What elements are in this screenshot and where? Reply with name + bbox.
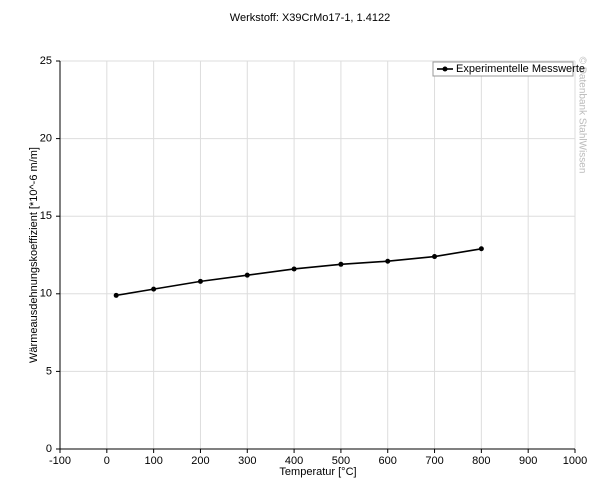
x-tick-label: 400: [285, 455, 303, 467]
data-point: [338, 261, 344, 267]
y-tick-label: 5: [46, 365, 52, 377]
y-tick-label: 20: [40, 133, 52, 145]
y-tick-label: 15: [40, 210, 52, 222]
x-tick-label: 500: [332, 455, 350, 467]
x-tick-label: 1000: [563, 455, 587, 467]
data-point: [385, 258, 391, 264]
watermark: © Datenbank StahlWissen: [576, 57, 587, 174]
x-tick-label: 200: [191, 455, 209, 467]
x-tick-label: 900: [519, 455, 537, 467]
x-tick-label: 700: [425, 455, 443, 467]
x-tick-label: 100: [144, 455, 162, 467]
x-axis-label: Temperatur [°C]: [279, 466, 356, 478]
chart-title: Werkstoff: X39CrMo17-1, 1.4122: [230, 12, 390, 24]
x-tick-label: 0: [104, 455, 110, 467]
x-tick-label: -100: [49, 455, 71, 467]
legend-swatch-dot: [442, 66, 448, 72]
y-axis-label: Wärmeausdehnungskoeffizient [*10^-6 m/m]: [28, 147, 40, 363]
y-tick-label: 0: [46, 443, 52, 455]
data-point: [151, 286, 157, 292]
x-tick-label: 600: [379, 455, 397, 467]
data-point: [197, 278, 203, 284]
data-point: [244, 272, 250, 278]
series-line: [116, 248, 482, 297]
x-tick-label: 300: [238, 455, 256, 467]
y-tick-label: 25: [40, 55, 52, 67]
y-tick-label: 10: [40, 288, 52, 300]
x-tick-label: 800: [472, 455, 490, 467]
data-point: [291, 266, 297, 272]
data-point: [432, 254, 438, 260]
legend-label: Experimentelle Messwerte: [456, 63, 585, 75]
data-point: [478, 246, 484, 252]
legend-box: [432, 61, 574, 77]
data-point: [113, 292, 119, 298]
